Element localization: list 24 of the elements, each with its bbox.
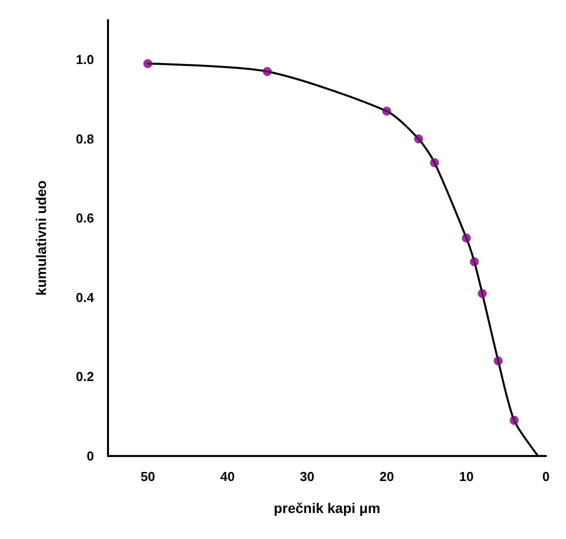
- y-tick-label: 1.0: [76, 52, 94, 68]
- point: [462, 234, 471, 242]
- x-tick-label: 10: [459, 469, 474, 484]
- y-tick-label: 0.8: [76, 131, 94, 146]
- point: [382, 106, 392, 116]
- point: [143, 59, 152, 68]
- y-tick-label: 0: [86, 448, 94, 464]
- point: [510, 416, 519, 425]
- x-axis-title: prečnik kapi μm: [274, 500, 380, 516]
- point: [430, 158, 440, 168]
- y-tick-label: 0.4: [76, 290, 95, 305]
- point: [470, 257, 479, 266]
- y-tick-label: 0.2: [76, 369, 94, 384]
- point: [494, 356, 503, 366]
- point: [262, 67, 272, 76]
- y-tick-label: 0.6: [76, 210, 94, 226]
- x-tick-label: 20: [379, 469, 394, 484]
- x-tick-label: 50: [140, 469, 156, 484]
- point: [414, 134, 424, 144]
- x-tick-label: 40: [220, 469, 235, 484]
- x-tick-label: 0: [542, 469, 550, 484]
- x-tick-label: 30: [300, 469, 314, 484]
- y-axis-title: kumulativni udeo: [33, 180, 49, 296]
- point: [478, 288, 487, 298]
